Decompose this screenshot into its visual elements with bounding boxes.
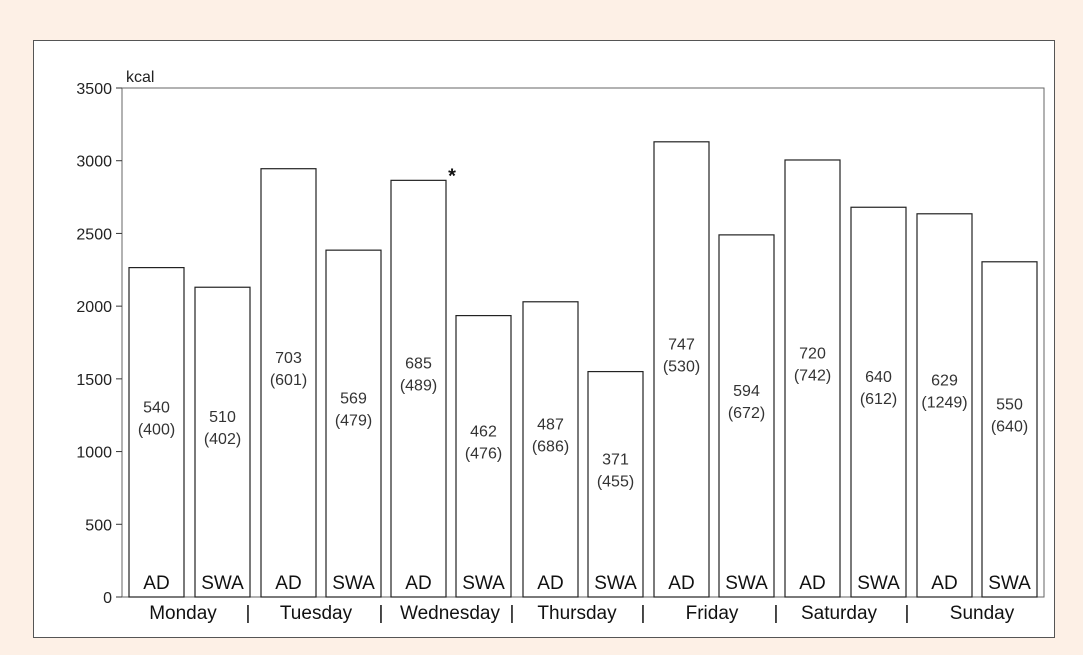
bar-group-label: AD bbox=[799, 573, 825, 594]
day-separator: | bbox=[641, 603, 646, 624]
x-day-label: Sunday bbox=[950, 603, 1015, 624]
bar-value-sublabel: (640) bbox=[991, 418, 1028, 435]
bar-value-sublabel: (1249) bbox=[921, 394, 967, 411]
bar-value-label: 371 bbox=[602, 451, 629, 468]
bar-value-sublabel: (455) bbox=[597, 473, 634, 490]
bar-value-label: 685 bbox=[405, 356, 432, 373]
y-tick-label: 0 bbox=[103, 590, 112, 607]
bar bbox=[194, 286, 251, 598]
bar bbox=[260, 168, 317, 598]
bar-value-label: 640 bbox=[865, 369, 892, 386]
bar-value-label: 550 bbox=[996, 396, 1023, 413]
bar-value-sublabel: (479) bbox=[335, 413, 372, 430]
plot-area bbox=[121, 87, 1045, 598]
day-separator: | bbox=[510, 603, 515, 624]
bar-value-sublabel: (612) bbox=[860, 391, 897, 408]
bar-group-label: SWA bbox=[201, 573, 244, 594]
bar-value-label: 569 bbox=[340, 391, 367, 408]
bar bbox=[653, 141, 710, 598]
bar-value-sublabel: (601) bbox=[270, 372, 307, 389]
y-tick-label: 500 bbox=[85, 517, 112, 534]
bar bbox=[587, 370, 644, 598]
bar bbox=[850, 206, 907, 598]
bar bbox=[325, 249, 382, 598]
bar-value-label: 510 bbox=[209, 409, 236, 426]
bar-value-sublabel: (489) bbox=[400, 378, 437, 395]
bar bbox=[916, 213, 973, 598]
bar-group-label: SWA bbox=[857, 573, 900, 594]
bar-value-label: 462 bbox=[470, 423, 497, 440]
bar-chart: 0 500 1000 1500 2000 2500 3000 3500 kcal 540 (400)… bbox=[76, 69, 1045, 624]
bar-group-label: AD bbox=[143, 573, 169, 594]
x-day-label: Tuesday bbox=[280, 603, 353, 624]
bar-value-label: 487 bbox=[537, 416, 564, 433]
bar-value-sublabel: (686) bbox=[532, 438, 569, 455]
y-tick-label: 3000 bbox=[76, 154, 112, 171]
bar bbox=[784, 159, 841, 598]
bar-group-label: SWA bbox=[594, 573, 637, 594]
bar-value-sublabel: (402) bbox=[204, 431, 241, 448]
y-unit-label: kcal bbox=[126, 69, 154, 86]
significance-marker: * bbox=[448, 165, 456, 187]
day-separator: | bbox=[379, 603, 384, 624]
x-day-label: Wednesday bbox=[400, 603, 500, 624]
bar-value-sublabel: (476) bbox=[465, 445, 502, 462]
bar-value-sublabel: (742) bbox=[794, 367, 831, 384]
bar-group-label: AD bbox=[537, 573, 563, 594]
x-day-label: Monday bbox=[149, 603, 217, 624]
bar-value-label: 540 bbox=[143, 399, 170, 416]
y-tick-label: 1500 bbox=[76, 372, 112, 389]
bar bbox=[718, 234, 775, 598]
bar-value-label: 720 bbox=[799, 345, 826, 362]
bar-value-sublabel: (530) bbox=[663, 358, 700, 375]
bar bbox=[390, 179, 447, 598]
day-separator: | bbox=[905, 603, 910, 624]
y-tick-label: 2500 bbox=[76, 226, 112, 243]
x-day-label: Saturday bbox=[801, 603, 878, 624]
bar bbox=[128, 267, 185, 598]
y-tick-label: 1000 bbox=[76, 445, 112, 462]
bar-group-label: AD bbox=[668, 573, 694, 594]
bar-group-label: SWA bbox=[988, 573, 1031, 594]
x-day-label: Friday bbox=[686, 603, 739, 624]
y-tick-label: 3500 bbox=[76, 81, 112, 98]
bar-group-label: SWA bbox=[462, 573, 505, 594]
day-separator: | bbox=[246, 603, 251, 624]
bar bbox=[981, 261, 1038, 598]
bar-group-label: SWA bbox=[332, 573, 375, 594]
bar bbox=[522, 301, 579, 598]
bar-value-sublabel: (672) bbox=[728, 405, 765, 422]
y-tick-label: 2000 bbox=[76, 299, 112, 316]
bar-value-label: 629 bbox=[931, 372, 958, 389]
bar-group-label: SWA bbox=[725, 573, 768, 594]
x-day-label: Thursday bbox=[537, 603, 617, 624]
bar-group-label: AD bbox=[931, 573, 957, 594]
bar-value-label: 747 bbox=[668, 336, 695, 353]
bar bbox=[455, 314, 512, 598]
day-separator: | bbox=[774, 603, 779, 624]
bar-group-label: AD bbox=[275, 573, 301, 594]
bar-value-label: 594 bbox=[733, 383, 760, 400]
chart-frame: 0 500 1000 1500 2000 2500 3000 3500 kcal 540 (400)… bbox=[33, 40, 1055, 638]
bar-value-label: 703 bbox=[275, 350, 302, 367]
bar-value-sublabel: (400) bbox=[138, 421, 175, 438]
bar-group-label: AD bbox=[405, 573, 431, 594]
